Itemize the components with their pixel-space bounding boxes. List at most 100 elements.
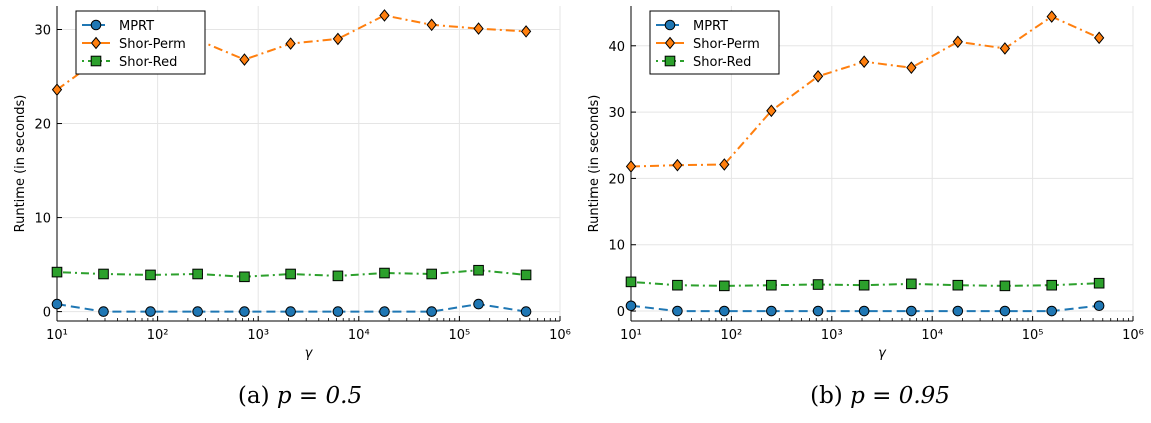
legend-marker (90, 19, 102, 31)
legend-label: MPRT (119, 19, 154, 34)
caption-label: (a) (238, 383, 277, 409)
x-tick-label: 10¹ (46, 328, 68, 343)
x-tick-label: 10² (147, 328, 169, 343)
series-line (56, 303, 527, 313)
data-point (332, 32, 344, 46)
x-tick-label: 10⁴ (921, 328, 943, 343)
x-tick-label: 10⁴ (348, 328, 370, 343)
data-point (999, 280, 1011, 292)
data-point (1093, 277, 1105, 289)
data-point (719, 305, 730, 317)
data-point (426, 306, 437, 317)
data-point (858, 305, 870, 317)
chart-panel-2: 10¹ 10² 10³ 10⁴ 10⁵ 10⁶ 0 10 20 30 40 γ Runtime (in … (587, 6, 1144, 409)
series-line (630, 304, 1100, 313)
data-point (51, 298, 63, 310)
y-tick-label: 20 (608, 172, 625, 187)
data-point (145, 269, 156, 281)
data-point (239, 306, 250, 317)
legend-label: MPRT (693, 19, 728, 34)
data-point (1093, 31, 1105, 45)
data-point (192, 268, 203, 280)
legend: MPRT Shor-Perm Shor-Red (75, 10, 206, 75)
data-point (426, 18, 437, 32)
series-shor-red (51, 264, 532, 283)
data-point (952, 279, 964, 291)
data-point (999, 42, 1011, 55)
data-point (332, 306, 344, 317)
y-axis-label: Runtime (in seconds) (13, 95, 28, 233)
data-point (473, 298, 484, 310)
data-point (858, 279, 870, 291)
y-tick-label: 10 (608, 239, 625, 254)
data-point (98, 268, 109, 280)
data-point (145, 306, 156, 317)
data-point (812, 70, 824, 83)
legend-label: Shor-Perm (693, 37, 760, 52)
y-tick-label: 30 (34, 24, 51, 39)
legend-marker (664, 55, 676, 67)
data-point (1046, 305, 1058, 317)
data-point (1046, 10, 1057, 23)
y-tick-label: 20 (34, 118, 51, 133)
series-mprt (51, 298, 532, 317)
data-point (906, 305, 917, 317)
data-point (1046, 279, 1058, 291)
data-point (520, 306, 532, 317)
y-tick-label: 40 (608, 40, 625, 55)
chart-panel-1: 10¹ 10² 10³ 10⁴ 10⁵ 10⁶ 0 10 20 30 γ Runtime (in se… (13, 6, 571, 409)
series-shor-perm (625, 10, 1105, 173)
series-line (56, 269, 527, 278)
series-mprt (625, 300, 1105, 317)
y-axis-label: Runtime (in seconds) (587, 95, 602, 233)
x-tick-label: 10¹ (620, 328, 642, 343)
x-axis-label: γ (878, 346, 887, 361)
legend-marker (664, 19, 676, 31)
data-point (625, 160, 637, 173)
data-point (672, 279, 683, 291)
y-tick-label: 30 (608, 106, 625, 121)
x-axis-label: γ (305, 346, 314, 361)
legend-label: Shor-Perm (119, 37, 186, 52)
caption-label: (b) (810, 383, 850, 409)
data-point (285, 268, 296, 280)
caption-math: p = 0.5 (277, 383, 362, 409)
data-point (952, 305, 964, 317)
legend-marker (664, 36, 676, 50)
data-point (239, 271, 250, 283)
data-point (719, 280, 730, 292)
data-point (859, 55, 870, 68)
data-point (906, 278, 917, 290)
series-shor-red (625, 276, 1105, 292)
data-point (906, 61, 917, 74)
x-tick-label: 10² (721, 328, 743, 343)
y-tick-label: 10 (34, 212, 51, 227)
data-point (379, 306, 390, 317)
data-point (812, 305, 824, 317)
y-tick-label: 0 (43, 306, 51, 321)
data-point (672, 158, 683, 172)
legend-marker (90, 36, 102, 50)
data-point (426, 268, 437, 280)
legend-label: Shor-Red (119, 55, 177, 70)
caption-math: p = 0.95 (850, 383, 950, 409)
data-point (473, 22, 484, 35)
data-point (473, 264, 484, 276)
data-point (625, 300, 637, 312)
data-point (285, 306, 296, 317)
series-line (630, 280, 1100, 287)
data-point (625, 276, 637, 288)
data-point (192, 306, 203, 317)
caption-a: (a) p = 0.5 (238, 383, 362, 409)
x-tick-label: 10⁶ (1122, 328, 1144, 343)
data-point (999, 305, 1011, 317)
x-tick-label: 10⁵ (449, 328, 471, 343)
data-point (1093, 300, 1105, 312)
data-point (379, 267, 390, 279)
data-point (766, 305, 777, 317)
x-tick-label: 10³ (247, 328, 269, 343)
caption-b: (b) p = 0.95 (810, 383, 950, 409)
x-tick-label: 10⁶ (549, 328, 571, 343)
data-point (952, 35, 963, 49)
